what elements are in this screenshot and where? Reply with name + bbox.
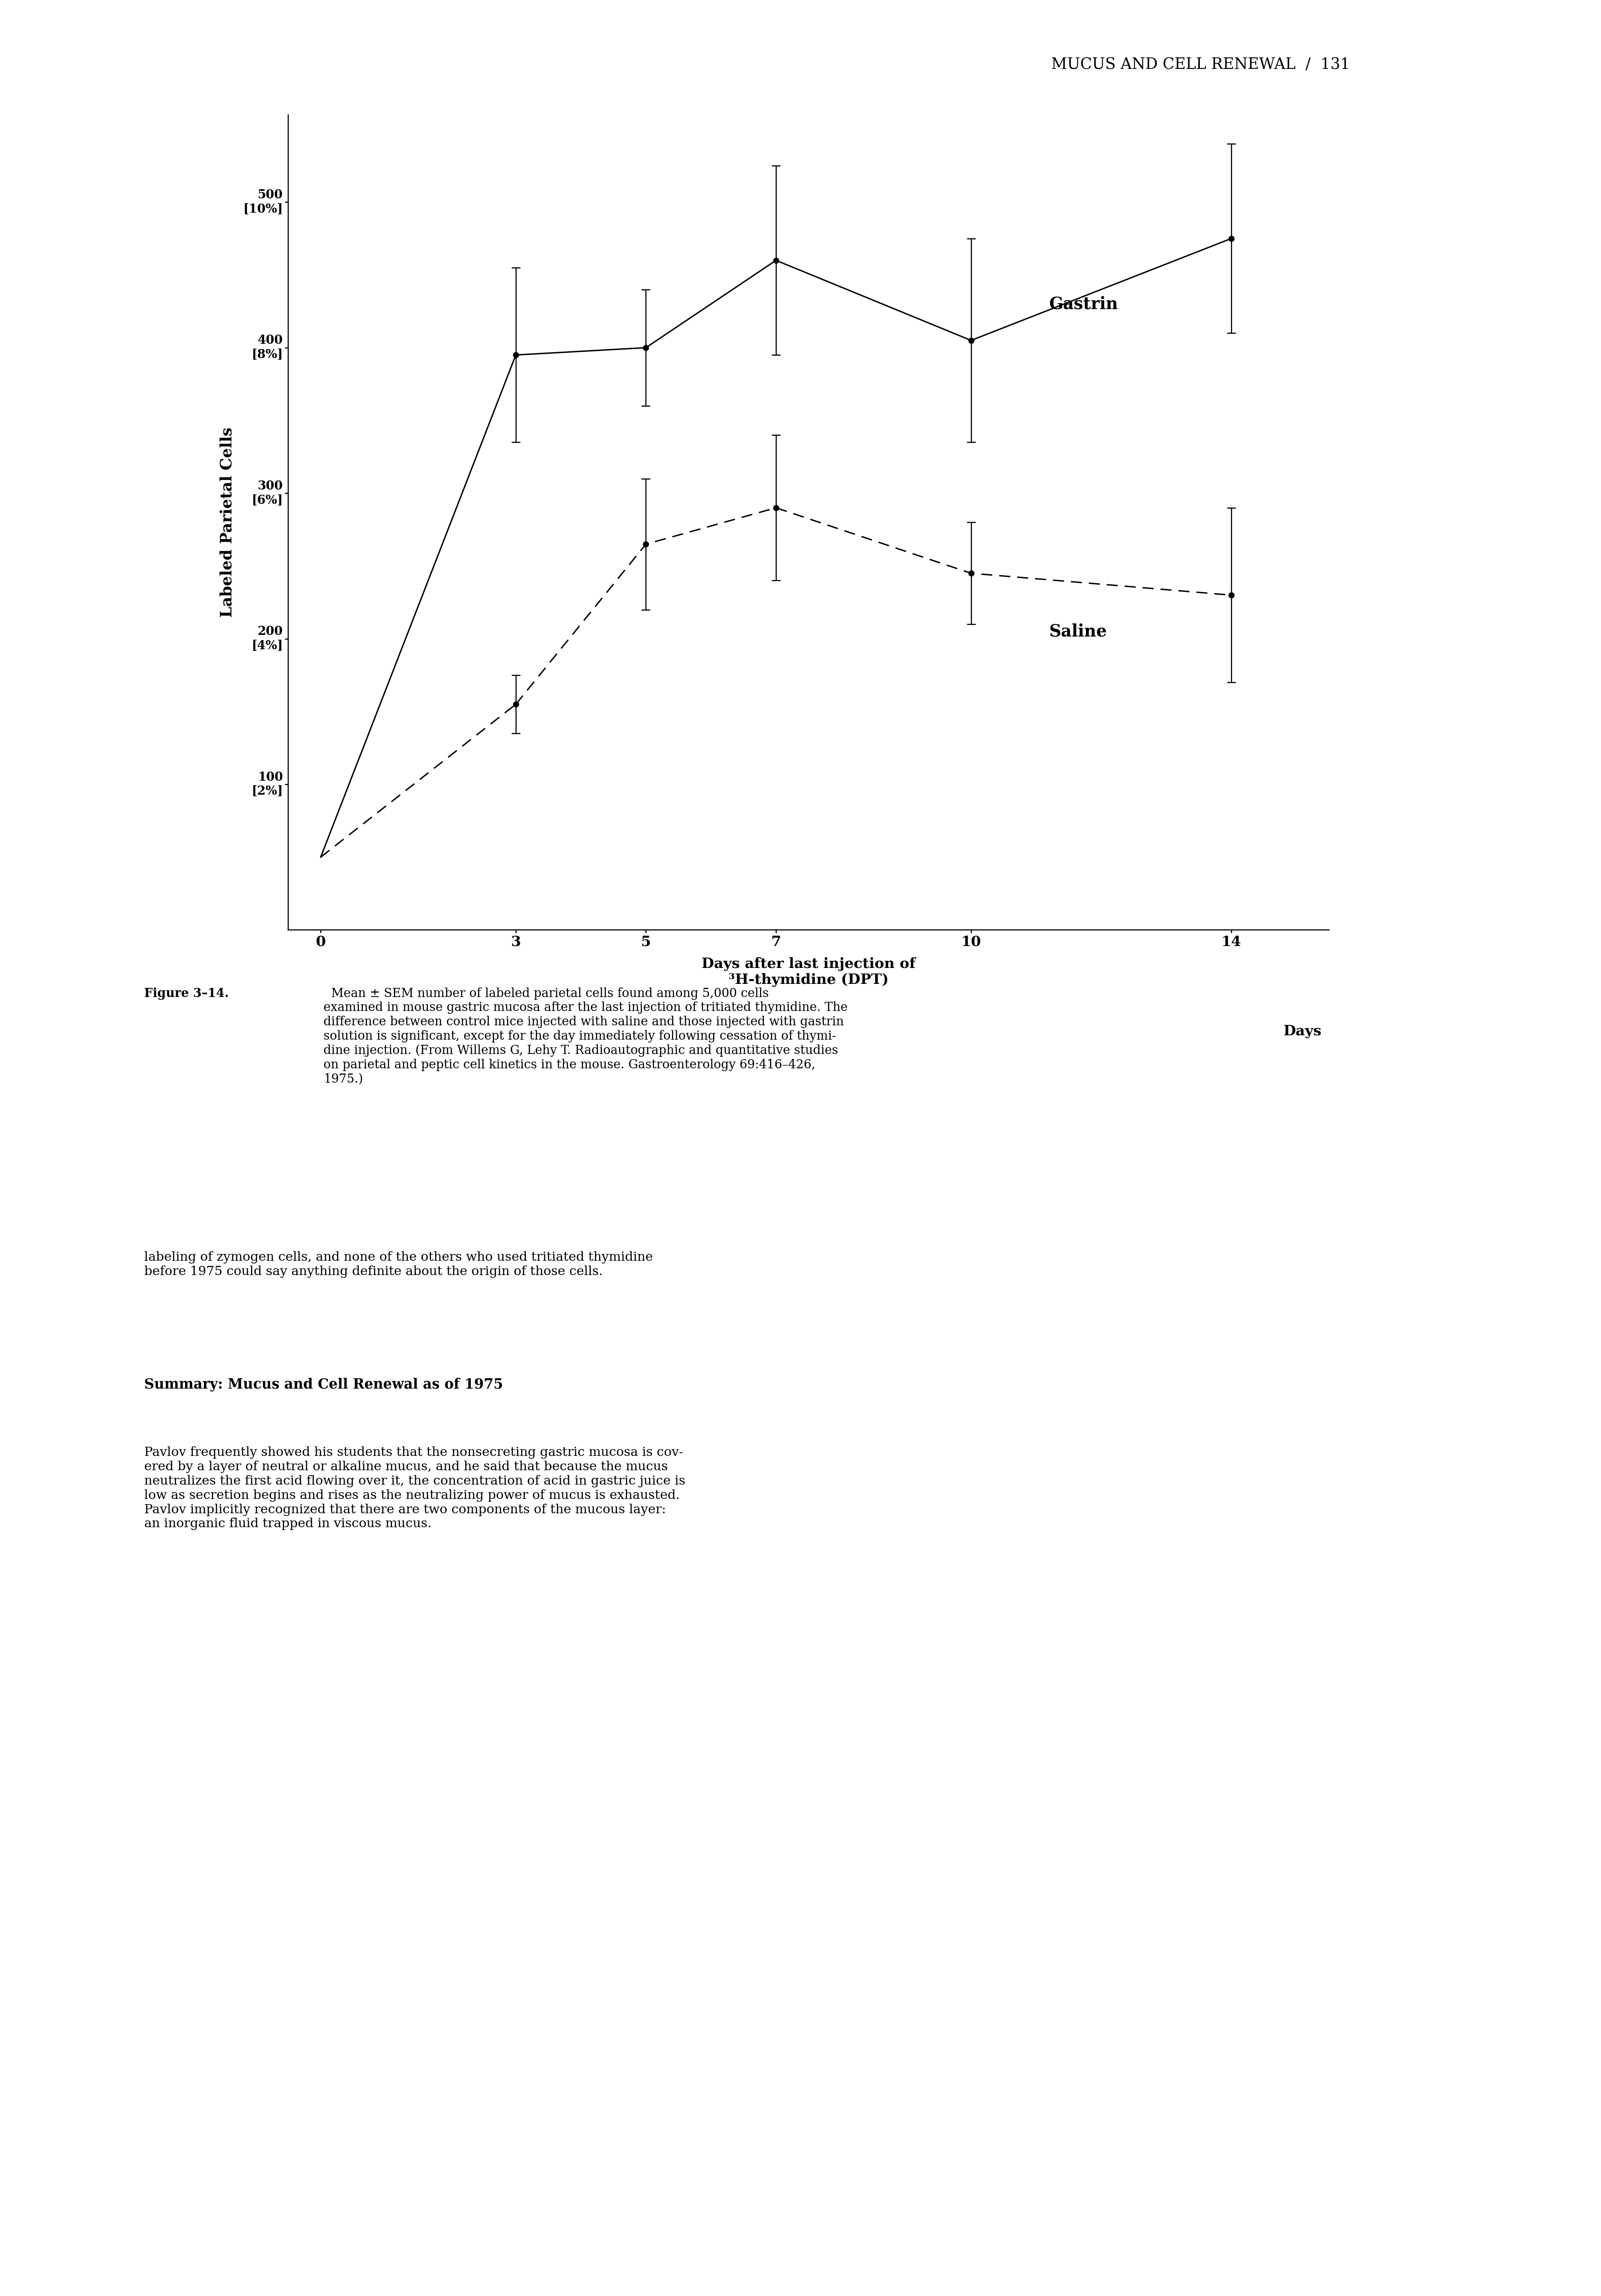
Text: Saline: Saline — [1049, 622, 1106, 641]
Text: Pavlov frequently showed his students that the nonsecreting gastric mucosa is co: Pavlov frequently showed his students th… — [144, 1446, 685, 1529]
Text: Mean ± SEM number of labeled parietal cells found among 5,000 cells
examined in : Mean ± SEM number of labeled parietal ce… — [323, 987, 847, 1086]
Text: Figure 3–14.: Figure 3–14. — [144, 987, 229, 999]
Text: Gastrin: Gastrin — [1049, 296, 1117, 312]
Text: labeling of zymogen cells, and none of the others who used tritiated thymidine
b: labeling of zymogen cells, and none of t… — [144, 1251, 653, 1279]
Y-axis label: Labeled Parietal Cells: Labeled Parietal Cells — [219, 427, 235, 618]
Text: MUCUS AND CELL RENEWAL  /  131: MUCUS AND CELL RENEWAL / 131 — [1052, 57, 1350, 71]
Text: Summary: Mucus and Cell Renewal as of 1975: Summary: Mucus and Cell Renewal as of 19… — [144, 1378, 503, 1391]
Text: Days: Days — [1284, 1024, 1321, 1038]
X-axis label: Days after last injection of
³H-thymidine (DPT): Days after last injection of ³H-thymidin… — [701, 957, 916, 987]
